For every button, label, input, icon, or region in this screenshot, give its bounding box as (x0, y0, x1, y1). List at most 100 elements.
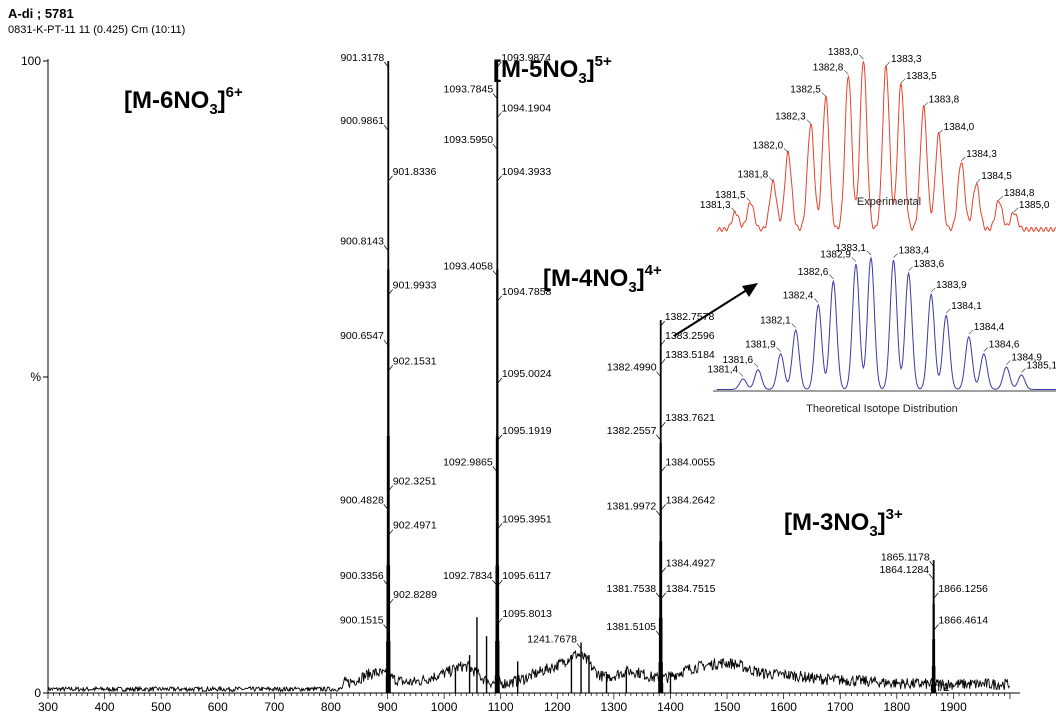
ion-close: ] (878, 509, 886, 536)
inset-leader (844, 70, 849, 75)
peak-label-leader (388, 175, 393, 181)
peak-label: 900.1515 (340, 614, 384, 626)
x-tick-label: 1600 (770, 700, 797, 714)
peak-label-leader (492, 270, 498, 276)
inset-peak-label: 1381,4 (707, 364, 738, 375)
main-axes: 300 400 500 600 700 800 900 1000 1100 1200 1300 140… (21, 54, 1020, 714)
inset-peak-label: 1383,8 (929, 95, 960, 106)
main-peak-labels: 901.3178 900.9861 901.8336 900.8143 901.9933… (340, 52, 988, 649)
peak-label: 1381.7538 (607, 583, 657, 595)
x-tick-label: 1100 (488, 700, 514, 714)
peak-label: 1095.8013 (502, 608, 552, 620)
ion-subscript: 3 (578, 70, 586, 87)
inset-leader (961, 156, 966, 162)
inset-leader (968, 329, 973, 335)
peak-label: 900.3356 (340, 570, 384, 582)
peak-label-leader (933, 592, 939, 599)
peak-label: 900.4828 (340, 494, 384, 506)
peak-label: 1384.7515 (666, 583, 716, 595)
peak-label-leader (655, 630, 661, 637)
peak-label: 1095.0024 (502, 368, 552, 380)
peak-label-leader (656, 510, 661, 516)
x-tick-label: 700 (264, 700, 284, 714)
inset-peak-label: 1381,3 (700, 200, 731, 211)
inset-leader (938, 129, 943, 135)
peak-label: 902.3251 (393, 475, 437, 487)
inset-peak-label: 1382,0 (753, 141, 784, 152)
peak-label-leader (660, 358, 666, 365)
x-tick-label: 900 (378, 700, 398, 714)
inset-leader (746, 197, 751, 203)
peak-label-leader (929, 561, 934, 567)
inset-peak-label: 1382,5 (790, 84, 821, 95)
inset-leader (753, 362, 759, 368)
x-tick-label: 1300 (601, 700, 628, 714)
inset-leader (998, 195, 1004, 201)
inset-trace (716, 256, 1056, 390)
inset-arrow (673, 287, 751, 337)
peak-label-leader (497, 434, 503, 441)
peak-label-leader (498, 617, 503, 624)
peak-label: 1094.7858 (502, 286, 552, 298)
x-tick-label: 1900 (940, 700, 967, 714)
inset-leader (738, 372, 744, 377)
peak-label: 902.1531 (393, 355, 437, 367)
peak-label-leader (661, 422, 666, 428)
ion-base: [M-6NO (124, 87, 209, 114)
inset-peak-label: 1384,4 (974, 322, 1005, 333)
inset-peak-label: 1385,0 (1019, 200, 1050, 211)
peak-label-leader (661, 504, 666, 510)
x-tick-label: 1500 (714, 700, 741, 714)
inset-leader (821, 92, 827, 97)
peak-label-leader (492, 143, 498, 150)
x-tick-label: 1400 (657, 700, 684, 714)
ion-label-2: [M-4NO3]4+ (543, 262, 662, 296)
inset-peak-label: 1384,5 (981, 171, 1012, 182)
ion-base: [M-4NO (543, 265, 628, 292)
peak-label: 1095.3951 (502, 513, 552, 525)
peak-label: 1093.7845 (444, 84, 494, 96)
ion-subscript: 3 (869, 523, 877, 540)
inset-leader (908, 266, 913, 272)
ion-superscript: 4+ (645, 262, 662, 279)
peak-label: 1094.1904 (501, 103, 551, 115)
inset-peak-label: 1384,1 (951, 301, 982, 312)
inset-peak-label: 1381,6 (723, 355, 754, 366)
peak-label: 1384.4927 (666, 558, 716, 570)
inset-leader (731, 207, 736, 213)
peak-label-leader (497, 61, 502, 68)
x-tick-label: 1700 (827, 700, 854, 714)
y-tick-label: % (30, 370, 41, 384)
peak-label-leader (497, 523, 503, 529)
inset-leader (866, 250, 872, 256)
peak-label: 901.9933 (393, 280, 437, 292)
peak-label: 1383.5184 (665, 349, 715, 361)
ion-label-1: [M-5NO3]5+ (493, 53, 612, 87)
peak-label-leader (655, 592, 661, 599)
inset-peak-label: 1381,8 (738, 169, 769, 180)
inset-leader (1006, 360, 1011, 365)
ion-base: [M-5NO (493, 56, 578, 83)
ion-superscript: 6+ (226, 84, 243, 101)
x-tick-label: 600 (208, 700, 228, 714)
inset-leader (923, 102, 928, 107)
ion-label-0: [M-6NO3]6+ (124, 84, 243, 118)
peak-label-leader (661, 592, 667, 599)
inset-peak-label: 1381,5 (715, 190, 746, 201)
x-tick-label: 500 (151, 700, 171, 714)
peak-label-leader (383, 245, 389, 251)
inset-peak-label: 1382,6 (798, 267, 829, 278)
ion-close: ] (587, 56, 595, 83)
peak-label-leader (384, 61, 389, 68)
inset-peak-label: 1384,8 (1004, 188, 1035, 199)
peak-label: 1093.5950 (443, 134, 493, 146)
peak-label-leader (383, 624, 388, 630)
peak-label-leader (661, 466, 666, 472)
inset-leader (893, 253, 898, 258)
inset-peak-label: 1381,9 (745, 339, 776, 350)
peak-label-leader (388, 365, 394, 371)
inset-trace (716, 60, 1056, 233)
inset-leader (885, 61, 891, 67)
peak-label-leader (383, 504, 389, 510)
